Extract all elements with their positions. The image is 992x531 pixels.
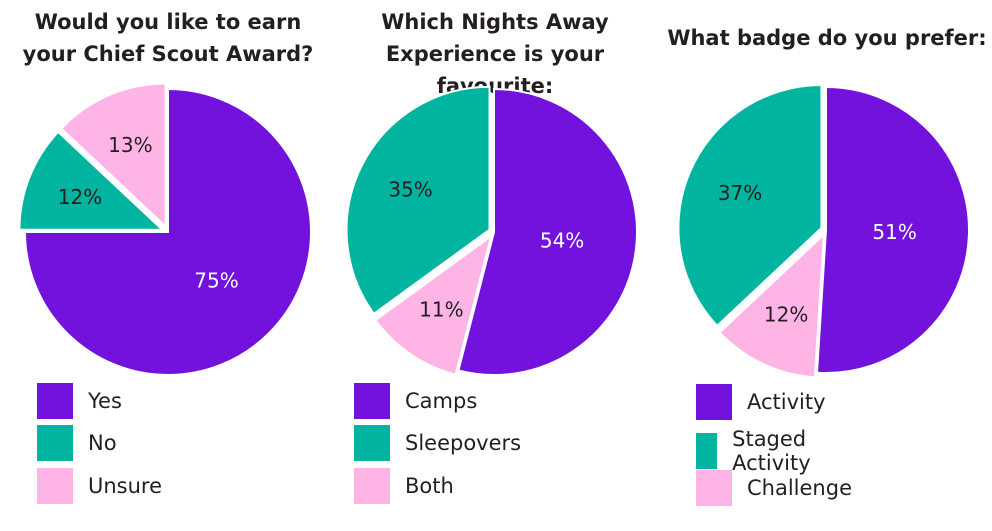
legend-label-activity: Activity (747, 390, 826, 414)
legend-item-activity: Activity (696, 384, 826, 420)
chart-1-title: Would you like to earn your Chief Scout … (3, 6, 333, 70)
pie-label-sleepovers: 35% (388, 177, 432, 201)
chart-3-title: What badge do you prefer: (662, 22, 992, 54)
pie-label-activity: 51% (872, 220, 916, 244)
chart-1-pie: 75% 12% 13% (18, 82, 312, 376)
chart-2-title-line-1: Which Nights Away (381, 10, 609, 34)
pie-label-yes: 75% (194, 269, 238, 293)
legend-item-yes: Yes (37, 383, 122, 419)
legend-item-camps: Camps (354, 383, 477, 419)
pie-slice-activity (815, 85, 970, 374)
legend-item-sleepovers: Sleepovers (354, 425, 521, 461)
pie-label-challenge: 12% (764, 303, 808, 327)
legend-item-no: No (37, 425, 117, 461)
legend-label-unsure: Unsure (88, 474, 163, 498)
legend-swatch-sleepovers (354, 425, 390, 461)
legend-label-no: No (88, 431, 117, 455)
legend-swatch-activity (696, 384, 732, 420)
legend-swatch-unsure (37, 468, 73, 504)
chart-1-title-line-1: Would you like to earn (34, 10, 302, 34)
legend-swatch-staged-activity (696, 433, 718, 469)
pie-label-camps: 54% (540, 229, 584, 253)
legend-swatch-challenge (696, 470, 732, 506)
pie-slice-challenge (718, 232, 826, 379)
chart-1-title-line-2: your Chief Scout Award? (22, 42, 314, 66)
legend-swatch-both (354, 468, 390, 504)
chart-3-pie: 51% 12% 37% (677, 84, 970, 379)
legend-item-challenge: Challenge (696, 470, 852, 506)
pie-label-no: 12% (58, 185, 102, 209)
pie-slice-sleepovers (345, 85, 491, 316)
legend-label-both: Both (405, 474, 454, 498)
chart-3-title-line-1: What badge do you prefer: (667, 26, 987, 50)
legend-swatch-no (37, 425, 73, 461)
legend-label-challenge: Challenge (747, 476, 852, 500)
pie-slice-camps (457, 87, 638, 376)
pie-label-both: 11% (419, 297, 463, 321)
pie-slice-both (374, 233, 493, 376)
pie-label-unsure: 13% (108, 133, 152, 157)
legend-swatch-camps (354, 383, 390, 419)
pie-slice-no (18, 130, 165, 231)
pie-slice-staged-activity (677, 84, 823, 328)
legend-swatch-yes (37, 383, 73, 419)
legend-item-unsure: Unsure (37, 468, 162, 504)
chart-2-pie: 54% 11% 35% (345, 85, 638, 376)
legend-label-yes: Yes (88, 389, 122, 413)
legend-item-both: Both (354, 468, 454, 504)
legend-label-sleepovers: Sleepovers (405, 431, 522, 455)
pie-label-staged-activity: 37% (718, 181, 762, 205)
pie-slice-yes (23, 87, 312, 376)
pie-slice-unsure (59, 82, 167, 229)
legend-label-staged-activity: Staged Activity (732, 427, 811, 475)
legend-label-camps: Camps (405, 389, 478, 413)
legend-item-staged-activity: Staged Activity (696, 427, 826, 475)
